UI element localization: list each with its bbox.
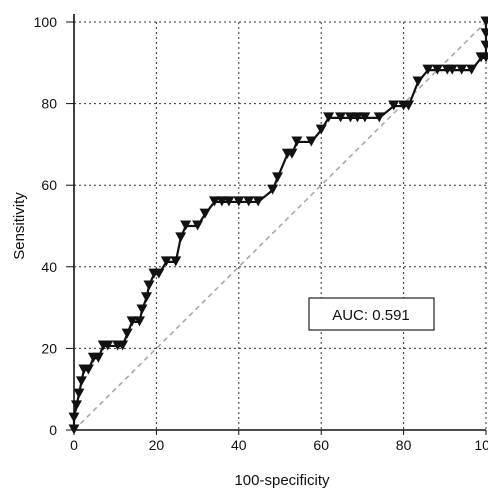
roc-point-marker	[480, 52, 488, 63]
y-tick-label: 60	[41, 177, 57, 193]
x-tick-label: 20	[149, 437, 165, 453]
roc-point-marker	[373, 112, 385, 123]
roc-point-marker	[315, 124, 327, 135]
roc-point-marker	[422, 64, 434, 75]
roc-point-marker	[143, 280, 155, 291]
roc-point-marker	[82, 364, 94, 375]
roc-point-marker	[216, 196, 228, 207]
roc-point-marker	[466, 64, 478, 75]
y-tick-label: 40	[41, 259, 57, 275]
y-axis-title: Sensitivity	[11, 192, 28, 260]
reference-diagonal	[73, 21, 487, 431]
roc-point-marker	[305, 136, 317, 147]
roc-point-marker	[291, 136, 303, 147]
roc-point-marker	[335, 112, 347, 123]
roc-series	[68, 16, 488, 435]
roc-point-marker	[344, 112, 356, 123]
roc-point-marker	[480, 40, 488, 51]
roc-point-marker	[233, 196, 245, 207]
x-tick-label: 0	[70, 437, 78, 453]
roc-point-marker	[75, 376, 87, 387]
x-tick-label: 60	[313, 437, 329, 453]
roc-point-marker	[136, 304, 148, 315]
roc-point-marker	[403, 100, 415, 111]
grid	[74, 21, 487, 430]
roc-point-marker	[92, 352, 104, 363]
x-tick-label: 40	[231, 437, 247, 453]
roc-point-marker	[70, 400, 82, 411]
roc-point-marker	[160, 256, 172, 267]
y-tick-label: 80	[41, 96, 57, 112]
roc-point-marker	[388, 100, 400, 111]
roc-point-marker	[73, 388, 85, 399]
roc-point-marker	[141, 292, 153, 303]
roc-point-marker	[223, 196, 235, 207]
roc-point-marker	[286, 148, 298, 159]
roc-point-marker	[267, 184, 279, 195]
roc-point-marker	[351, 112, 363, 123]
roc-point-marker	[480, 16, 488, 27]
roc-point-marker	[126, 316, 138, 327]
x-axis-title: 100-specificity	[234, 472, 330, 489]
roc-point-marker	[323, 112, 335, 123]
roc-point-marker	[102, 340, 114, 351]
y-tick-label: 20	[41, 340, 57, 356]
roc-point-marker	[243, 196, 255, 207]
x-tick-label: 80	[396, 437, 412, 453]
plot-frame	[73, 14, 486, 431]
roc-point-marker	[252, 196, 264, 207]
tick-labels: 0 20 40 60 80 100 0 20 40 60 80 100	[34, 14, 488, 453]
roc-point-marker	[412, 76, 424, 87]
roc-point-marker	[199, 208, 211, 219]
roc-point-marker	[180, 220, 192, 231]
roc-point-marker	[153, 268, 165, 279]
roc-point-marker	[446, 64, 458, 75]
roc-point-marker	[208, 196, 220, 207]
roc-point-marker	[121, 328, 133, 339]
auc-box: AUC: 0.591	[308, 297, 435, 331]
roc-point-marker	[175, 232, 187, 243]
reference-line	[73, 21, 487, 431]
roc-point-marker	[117, 340, 129, 351]
roc-point-marker	[170, 256, 182, 267]
y-tick-label: 100	[34, 14, 58, 30]
roc-point-marker	[431, 64, 443, 75]
roc-point-marker	[272, 172, 284, 183]
y-tick-label: 0	[49, 422, 57, 438]
roc-point-marker	[480, 28, 488, 39]
roc-point-marker	[359, 112, 371, 123]
roc-point-marker	[192, 220, 204, 231]
auc-label: AUC: 0.591	[332, 307, 410, 324]
x-tick-label: 100	[474, 437, 488, 453]
roc-point-marker	[134, 316, 146, 327]
roc-point-marker	[456, 64, 468, 75]
roc-point-marker	[68, 412, 80, 423]
